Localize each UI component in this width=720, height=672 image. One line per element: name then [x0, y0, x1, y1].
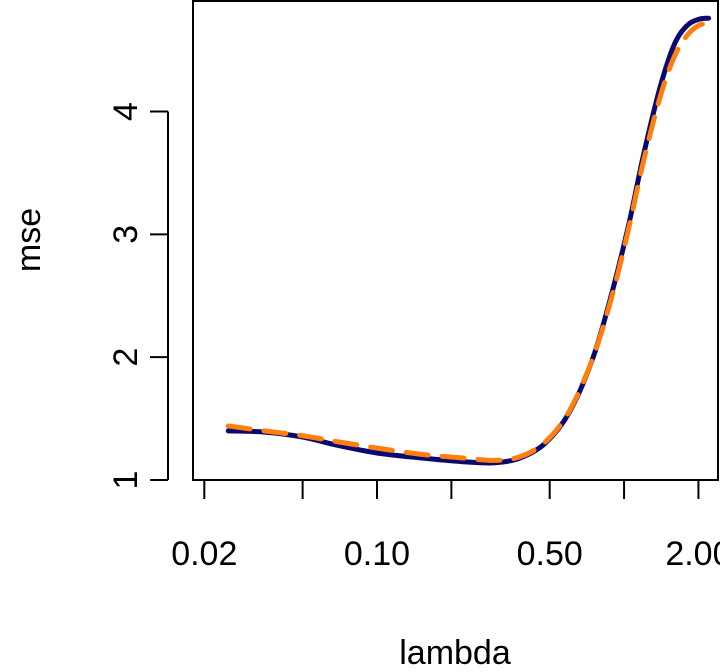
y-tick-label: 2: [107, 348, 145, 367]
plot-frame: [192, 0, 719, 481]
y-tick-label: 4: [107, 102, 145, 121]
x-tick-label: 2.00: [665, 535, 720, 573]
y-tick-label: 1: [107, 471, 145, 490]
series-line-solid: [225, 15, 712, 466]
axes: 0.02 0.10 0.50 2.00 1 2 3 4: [107, 102, 720, 573]
y-axis-label: mse: [10, 208, 48, 272]
x-tick-label: 0.02: [171, 535, 237, 573]
x-axis-label: lambda: [399, 634, 511, 672]
x-tick-label: 0.10: [344, 535, 410, 573]
x-tick-label: 0.50: [517, 535, 583, 573]
series-group: [225, 15, 712, 466]
series-line-dashed: [225, 20, 712, 463]
y-tick-label: 3: [107, 225, 145, 244]
